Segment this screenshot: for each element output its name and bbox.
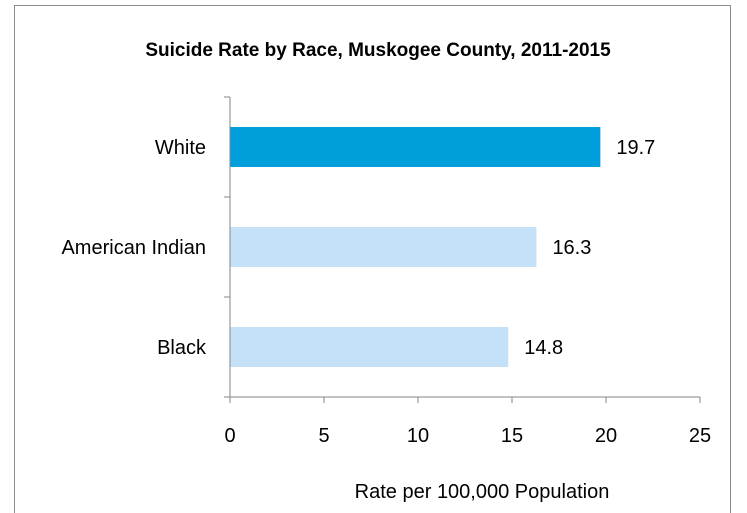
category-label-white: White (155, 137, 206, 159)
axis-layer (224, 96, 701, 403)
x-axis-title: Rate per 100,000 Population (355, 481, 610, 503)
bar-black (230, 327, 509, 367)
data-label-white: 19.7 (616, 137, 655, 159)
data-label-black: 14.8 (524, 337, 563, 359)
x-tick-label: 25 (689, 425, 711, 447)
data-label-american-indian: 16.3 (552, 237, 591, 259)
x-tick-label: 5 (318, 425, 329, 447)
category-label-black: Black (157, 337, 207, 359)
bars-layer (230, 127, 601, 367)
x-tick-label: 20 (595, 425, 617, 447)
x-tick-label: 15 (501, 425, 523, 447)
chart-title: Suicide Rate by Race, Muskogee County, 2… (145, 40, 611, 61)
category-label-american-indian: American Indian (61, 237, 206, 259)
bar-white (230, 127, 601, 167)
bar-american-indian (230, 227, 537, 267)
x-tick-label: 0 (224, 425, 235, 447)
x-tick-label: 10 (407, 425, 429, 447)
labels-layer: 19.7 White 16.3 American Indian 14.8 Black 0 5 1… (61, 137, 711, 447)
